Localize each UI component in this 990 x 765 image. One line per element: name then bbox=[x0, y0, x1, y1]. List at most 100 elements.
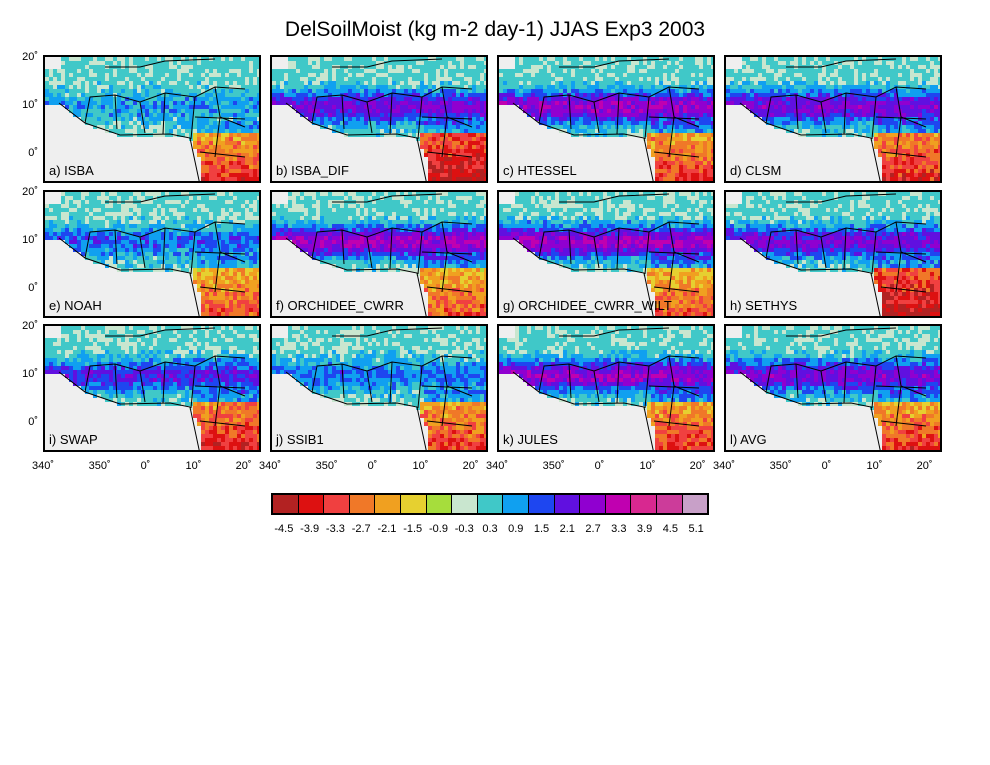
country-border bbox=[441, 116, 448, 158]
map-panel: d) CLSM bbox=[724, 55, 942, 183]
colorbar-swatch bbox=[426, 495, 453, 513]
country-border bbox=[285, 371, 427, 450]
country-border bbox=[139, 370, 146, 403]
country-border bbox=[105, 58, 216, 68]
x-tick-label: 0˚ bbox=[367, 460, 378, 472]
country-border bbox=[341, 94, 345, 130]
country-border bbox=[285, 102, 427, 181]
map-field bbox=[499, 57, 713, 181]
country-border bbox=[644, 365, 650, 409]
country-border bbox=[389, 361, 393, 404]
colorbar-tick-label: 2.1 bbox=[559, 523, 575, 535]
colorbar-swatch bbox=[580, 495, 606, 513]
map-field bbox=[45, 57, 259, 181]
country-border bbox=[568, 363, 572, 399]
country-border bbox=[139, 101, 146, 134]
map-field bbox=[726, 326, 940, 450]
country-border bbox=[616, 361, 620, 404]
country-border bbox=[871, 365, 877, 409]
country-border bbox=[426, 151, 473, 158]
panel-label: g) ORCHIDEE_CWRR_WILT bbox=[503, 298, 672, 313]
colorbar-tick-label: -0.3 bbox=[454, 523, 474, 535]
country-border bbox=[441, 251, 448, 293]
panel-label: c) HTESSEL bbox=[503, 163, 577, 178]
country-border bbox=[616, 227, 620, 270]
x-tick-label: 350˚ bbox=[769, 460, 792, 472]
country-border bbox=[389, 92, 393, 135]
y-tick-label: 20˚ bbox=[22, 320, 38, 332]
country-border bbox=[739, 371, 881, 450]
country-border bbox=[559, 327, 670, 337]
country-border bbox=[653, 286, 700, 293]
country-border bbox=[311, 86, 473, 124]
panel-label: b) ISBA_DIF bbox=[276, 163, 349, 178]
colorbar-tick-label: -3.3 bbox=[325, 523, 345, 535]
country-border bbox=[162, 92, 166, 135]
map-field bbox=[499, 326, 713, 450]
country-border bbox=[512, 102, 654, 181]
x-tick-label: 340˚ bbox=[485, 460, 509, 472]
colorbar-swatch bbox=[656, 495, 683, 513]
country-border bbox=[366, 236, 373, 269]
colorbar-swatch bbox=[477, 495, 504, 513]
country-border bbox=[162, 361, 166, 404]
colorbar-swatch bbox=[273, 495, 299, 513]
colorbar-swatch bbox=[400, 495, 427, 513]
country-border bbox=[895, 385, 902, 427]
colorbar-tick-label: -1.5 bbox=[403, 523, 423, 535]
country-border bbox=[765, 355, 927, 393]
colorbar-tick-label: 4.5 bbox=[662, 523, 678, 535]
country-border bbox=[653, 420, 700, 427]
country-border bbox=[538, 221, 700, 259]
y-tick-label: 10˚ bbox=[22, 368, 38, 380]
country-border bbox=[538, 355, 700, 393]
country-border bbox=[214, 116, 221, 158]
country-border bbox=[568, 94, 572, 130]
country-border bbox=[341, 363, 345, 399]
map-field bbox=[726, 57, 940, 181]
country-border bbox=[668, 251, 675, 293]
country-border bbox=[114, 229, 118, 265]
x-tick-label: 10˚ bbox=[866, 460, 883, 472]
panel-label: j) SSIB1 bbox=[276, 432, 324, 447]
country-border bbox=[58, 237, 200, 316]
x-tick-label: 340˚ bbox=[712, 460, 736, 472]
country-border bbox=[58, 371, 200, 450]
x-tick-label: 10˚ bbox=[639, 460, 656, 472]
panel-label: a) ISBA bbox=[49, 163, 94, 178]
x-tick-label: 350˚ bbox=[542, 460, 565, 472]
country-border bbox=[795, 94, 799, 130]
panel-label: i) SWAP bbox=[49, 432, 98, 447]
map-panel: b) ISBA_DIF bbox=[270, 55, 488, 183]
country-border bbox=[512, 237, 654, 316]
country-border bbox=[285, 237, 427, 316]
x-tick-label: 20˚ bbox=[235, 460, 252, 472]
country-border bbox=[871, 231, 877, 275]
country-border bbox=[644, 231, 650, 275]
x-tick-label: 10˚ bbox=[185, 460, 202, 472]
panel-label: k) JULES bbox=[503, 432, 558, 447]
country-border bbox=[880, 420, 927, 427]
x-tick-label: 0˚ bbox=[140, 460, 151, 472]
x-tick-label: 340˚ bbox=[31, 460, 55, 472]
country-border bbox=[538, 86, 700, 124]
colorbar-swatch bbox=[528, 495, 555, 513]
country-border bbox=[795, 363, 799, 399]
x-tick-label: 20˚ bbox=[462, 460, 479, 472]
colorbar-swatch bbox=[682, 495, 708, 513]
map-panel: j) SSIB1 bbox=[270, 324, 488, 452]
map-field bbox=[272, 192, 486, 316]
country-border bbox=[820, 236, 827, 269]
country-border bbox=[559, 58, 670, 68]
country-border bbox=[880, 151, 927, 158]
country-border bbox=[426, 286, 473, 293]
colorbar-tick-label: 5.1 bbox=[688, 523, 704, 535]
country-border bbox=[190, 365, 196, 409]
map-field bbox=[272, 326, 486, 450]
country-border bbox=[214, 251, 221, 293]
x-tick-label: 20˚ bbox=[916, 460, 933, 472]
country-border bbox=[84, 221, 246, 259]
country-border bbox=[644, 96, 650, 140]
map-field bbox=[45, 326, 259, 450]
panel-label: h) SETHYS bbox=[730, 298, 798, 313]
